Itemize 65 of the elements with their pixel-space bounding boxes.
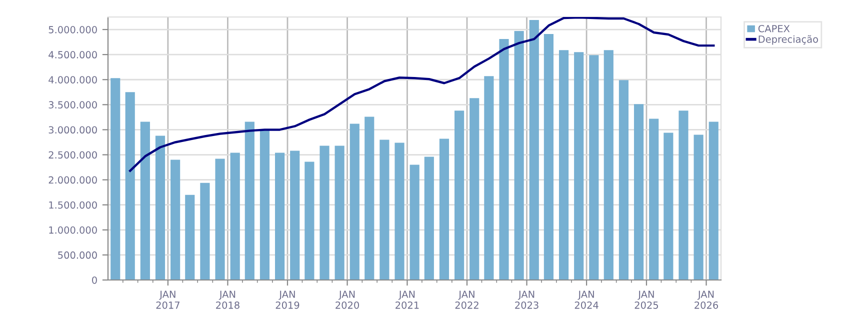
bar xyxy=(634,104,644,280)
bar xyxy=(558,50,569,280)
bar xyxy=(110,78,120,280)
bar xyxy=(470,98,480,280)
bar xyxy=(410,164,420,280)
x-tick-label: JAN 2025 xyxy=(634,290,658,309)
x-tick-label: JAN 2023 xyxy=(515,290,538,309)
bar xyxy=(380,140,390,280)
bar xyxy=(304,162,314,280)
bar xyxy=(678,110,688,280)
bar xyxy=(215,158,225,280)
x-tick-label: JAN 2021 xyxy=(396,290,419,309)
bar xyxy=(514,31,524,280)
bar xyxy=(350,124,360,280)
bar xyxy=(544,34,554,280)
bar xyxy=(364,116,374,280)
bar xyxy=(230,152,240,280)
y-tick-label: 1.500.000 xyxy=(49,201,97,209)
bar xyxy=(604,50,614,280)
legend-label: Depreciação xyxy=(758,35,818,45)
y-tick-label: 500.000 xyxy=(58,251,97,259)
bar xyxy=(260,130,270,280)
y-tick-label: 4.000.000 xyxy=(48,76,97,84)
y-tick-label: 2.000.000 xyxy=(48,176,97,184)
bar xyxy=(618,80,629,280)
bar xyxy=(424,156,434,280)
y-tick-label: 3.000.000 xyxy=(48,126,97,134)
bar xyxy=(649,118,659,280)
bar xyxy=(200,182,210,280)
bar xyxy=(275,152,285,280)
bar xyxy=(125,92,135,280)
bar xyxy=(499,39,509,280)
line-series xyxy=(129,17,715,172)
y-tick-label: 2.500.000 xyxy=(48,151,97,159)
bar xyxy=(484,76,494,280)
bar xyxy=(589,55,599,280)
bar xyxy=(290,150,300,280)
y-tick-label: 5.000.000 xyxy=(48,26,97,34)
y-tick-label: 3.500.000 xyxy=(48,101,97,108)
y-tick-label: 1.000.000 xyxy=(49,226,97,234)
x-tick-label: JAN 2019 xyxy=(276,290,300,309)
bar xyxy=(244,122,254,280)
bar xyxy=(574,52,584,280)
bar xyxy=(664,132,674,280)
bar xyxy=(320,146,330,280)
x-tick-label: JAN 2017 xyxy=(156,290,180,309)
bar xyxy=(694,134,704,280)
bar xyxy=(439,138,450,280)
x-tick-label: JAN 2020 xyxy=(336,290,359,309)
x-tick-label: JAN 2018 xyxy=(216,290,240,309)
bar xyxy=(529,20,539,280)
y-tick-label: 0 xyxy=(92,276,97,284)
bar xyxy=(185,194,195,280)
legend-label: CAPEX xyxy=(758,24,790,32)
x-tick-label: JAN 2024 xyxy=(574,290,598,309)
bar xyxy=(140,122,150,280)
x-tick-label: JAN 2026 xyxy=(694,290,718,309)
bar xyxy=(334,146,344,280)
bar xyxy=(708,122,718,280)
bar xyxy=(155,136,166,280)
bar xyxy=(394,142,404,280)
bar xyxy=(170,160,180,280)
bar xyxy=(454,110,464,280)
y-tick-label: 4.500.000 xyxy=(48,51,97,58)
x-tick-label: JAN 2022 xyxy=(455,290,478,309)
